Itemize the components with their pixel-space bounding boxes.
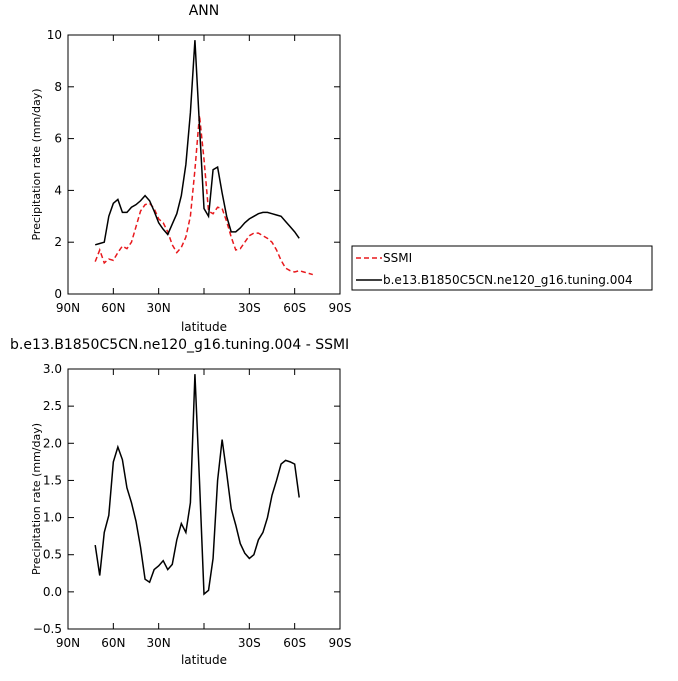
plot-frame	[67, 34, 341, 295]
x-tick-label: 90N	[56, 301, 80, 315]
x-tick-label: 90S	[329, 636, 352, 650]
x-tick-label: 60S	[283, 301, 306, 315]
x-tick-label: 30N	[147, 301, 171, 315]
y-axis-label: Precipitation rate (mm/day)	[30, 88, 43, 240]
data-line	[94, 40, 300, 246]
y-tick-label: −0.5	[33, 622, 62, 636]
y-tick-label: 2.0	[43, 436, 62, 450]
chart-title: b.e13.B1850C5CN.ne120_g16.tuning.004 - S…	[10, 337, 349, 353]
x-tick-label: 60N	[101, 636, 125, 650]
y-tick-label: 8	[54, 80, 62, 94]
y-tick-label: 1.5	[43, 473, 62, 487]
x-tick-label: 60S	[283, 636, 306, 650]
y-tick-label: 0.5	[43, 548, 62, 562]
x-axis-label: latitude	[181, 320, 227, 334]
y-axis-label: Precipitation rate (mm/day)	[30, 423, 43, 575]
chart-title: ANN	[189, 3, 220, 19]
y-tick-label: 1.0	[43, 511, 62, 525]
y-tick-label: 0	[54, 287, 62, 301]
y-tick-label: 0.0	[43, 585, 62, 599]
y-tick-label: 2.5	[43, 399, 62, 413]
x-tick-label: 90S	[329, 301, 352, 315]
legend-box	[351, 245, 653, 291]
x-tick-label: 30S	[238, 301, 261, 315]
x-tick-label: 30N	[147, 636, 171, 650]
data-line	[94, 374, 300, 596]
y-tick-label: 10	[47, 28, 62, 42]
y-tick-label: 6	[54, 132, 62, 146]
x-tick-label: 90N	[56, 636, 80, 650]
legend-label: b.e13.B1850C5CN.ne120_g16.tuning.004	[383, 273, 633, 287]
y-tick-label: 2	[54, 235, 62, 249]
x-tick-label: 30S	[238, 636, 261, 650]
legend-label: SSMI	[383, 251, 412, 265]
y-tick-label: 4	[54, 183, 62, 197]
x-tick-label: 60N	[101, 301, 125, 315]
data-line	[94, 115, 314, 276]
x-axis-label: latitude	[181, 653, 227, 667]
y-tick-label: 3.0	[43, 362, 62, 376]
